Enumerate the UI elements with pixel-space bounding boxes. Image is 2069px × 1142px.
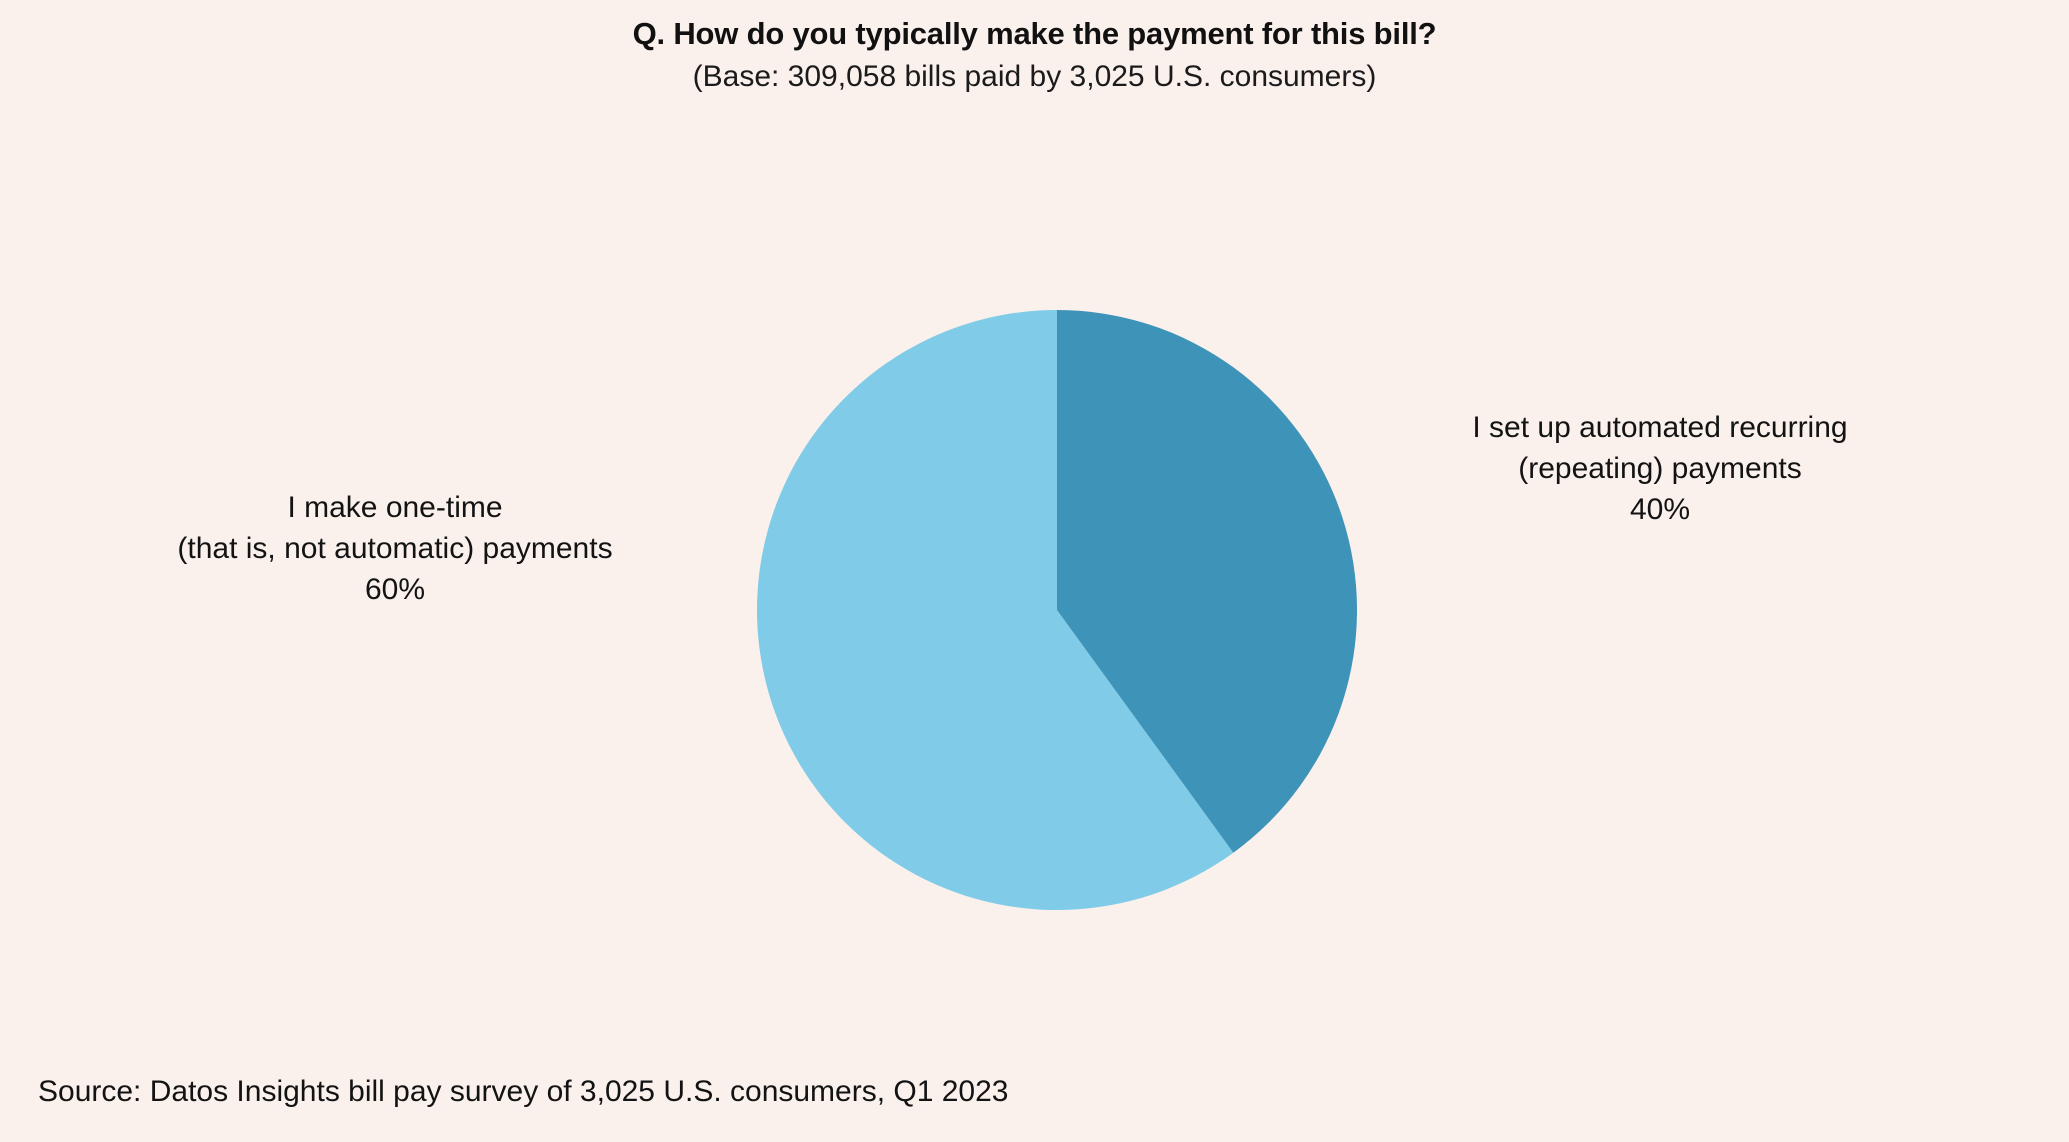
chart-header: Q. How do you typically make the payment… — [0, 14, 2069, 98]
pie-label-one-time-line2: (that is, not automatic) payments — [177, 532, 613, 565]
source-note: Source: Datos Insights bill pay survey o… — [38, 1075, 1009, 1108]
pie-label-automated: I set up automated recurring (repeating)… — [1370, 407, 1950, 530]
chart-subtitle: (Base: 309,058 bills paid by 3,025 U.S. … — [692, 60, 1377, 93]
pie-label-one-time: I make one-time (that is, not automatic)… — [30, 487, 760, 610]
pie-label-automated-value: 40% — [1629, 493, 1691, 526]
pie-slice-automated[interactable] — [1057, 310, 1357, 853]
pie-label-one-time-value: 60% — [364, 573, 426, 606]
page-title: Q. How do you typically make the payment… — [632, 16, 1437, 51]
pie-chart — [757, 310, 1357, 910]
pie-label-automated-line1: I set up automated recurring — [1472, 411, 1848, 444]
pie-label-automated-line2: (repeating) payments — [1518, 452, 1802, 485]
pie-label-one-time-line1: I make one-time — [287, 491, 503, 524]
pie-slice-one-time[interactable] — [757, 310, 1234, 910]
pie-chart-svg — [757, 310, 1357, 910]
